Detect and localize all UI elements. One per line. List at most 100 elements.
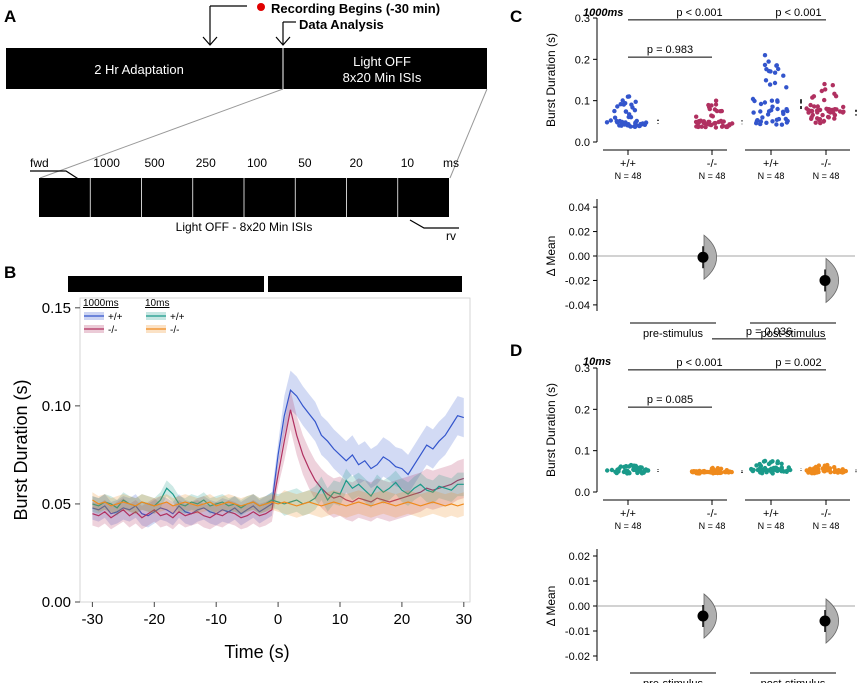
b-xtick-label: 20 <box>394 611 411 628</box>
swarm-point <box>817 107 823 113</box>
b-xtick-label: 30 <box>455 611 472 628</box>
delta-group-label: post-stimulus <box>761 678 826 683</box>
swarm-point <box>766 68 772 74</box>
swarm-point <box>808 466 813 472</box>
b-series-band <box>92 390 464 530</box>
group-n-label: N = 48 <box>699 521 726 531</box>
b-xlabel: Time (s) <box>224 642 289 662</box>
delta-distribution <box>703 234 717 281</box>
swarm-point <box>809 471 815 476</box>
swarm-point <box>763 78 769 83</box>
b-series-band <box>92 370 464 528</box>
swarm-point <box>703 124 708 130</box>
swarm-point <box>633 120 638 125</box>
swarm-point <box>825 114 831 120</box>
delta-ytick-label: -0.02 <box>565 275 590 287</box>
swarm-point <box>721 119 726 124</box>
swarm-point <box>772 70 778 75</box>
b-ytick-label: 0.05 <box>42 496 71 513</box>
swarm-point <box>712 107 718 112</box>
light-off-label-2: 8x20 Min ISIs <box>343 70 422 85</box>
group-n-label: N = 48 <box>813 171 840 181</box>
swarm-point <box>713 102 719 107</box>
delta-distribution <box>703 593 717 639</box>
panel-c-letter: C <box>510 7 522 26</box>
swarm-point <box>779 469 784 474</box>
swarm-point <box>625 94 631 99</box>
swarm-point <box>708 470 713 475</box>
swarm-ytick-label: 0.3 <box>575 13 590 25</box>
stimulus-gap <box>264 276 268 292</box>
legend-10-title: 10ms <box>145 298 169 309</box>
swarm-point <box>815 104 820 109</box>
swarm-point <box>694 114 699 119</box>
b-axes: 0.00 0.05 0.10 0.15 -30 -20 -10 0 10 20 30 <box>42 300 472 628</box>
swarm-point <box>762 53 768 58</box>
swarm-point <box>615 104 620 109</box>
group-label: +/+ <box>620 508 636 520</box>
swarm-point <box>702 121 707 126</box>
swarm-point <box>809 116 814 122</box>
group-label: -/- <box>707 158 718 170</box>
delta-mean-point <box>819 274 831 286</box>
swarm-point <box>816 463 822 468</box>
group-n-label: N = 48 <box>758 171 785 181</box>
isi-value-label: 100 <box>247 156 267 170</box>
swarm-point <box>767 82 773 87</box>
swarm-point <box>633 463 639 469</box>
swarm-point <box>775 106 780 112</box>
swarm-point <box>822 97 827 103</box>
b-xtick-label: 0 <box>274 611 282 628</box>
swarm-point <box>612 115 618 120</box>
zoom-line-left <box>39 88 284 179</box>
swarm-point <box>715 466 720 471</box>
swarm-point <box>774 63 779 68</box>
group-label: -/- <box>821 508 832 520</box>
swarm-point <box>781 73 786 78</box>
b-series-line <box>92 389 464 517</box>
delta-distribution <box>825 598 839 644</box>
swarm-point <box>726 470 731 475</box>
swarm-ytick-label: 0.2 <box>575 404 590 416</box>
swarm-ytick-label: 0.0 <box>575 487 590 499</box>
recording-arrow-head <box>202 36 218 46</box>
swarm-point <box>820 112 825 118</box>
swarm-point <box>781 111 786 117</box>
legend-ko-10-label: -/- <box>170 325 179 336</box>
swarm-point <box>713 98 719 103</box>
isi-value-label: 20 <box>350 156 364 170</box>
pvalue-label: p = 0.036 <box>746 326 792 338</box>
swarm-point <box>775 459 780 464</box>
panel-a-letter: A <box>4 7 16 26</box>
swarm-point <box>758 101 764 107</box>
swarm-point <box>751 110 756 115</box>
isi-value-label: 10 <box>401 156 415 170</box>
c-delta-plot: 0.04 0.02 0.00 -0.02 -0.04 Δ Mean pre-stimulus… <box>544 199 855 340</box>
swarm-point <box>717 469 723 474</box>
swarm-point <box>779 461 784 466</box>
swarm-point <box>642 468 647 473</box>
swarm-point <box>840 110 846 115</box>
swarm-point <box>828 107 833 113</box>
swarm-point <box>754 121 759 126</box>
panel-d: D 10ms 0.0 0.1 0.2 0.3 Burst Duration (s) +/+… <box>510 326 857 683</box>
swarm-point <box>637 465 642 470</box>
swarm-point <box>812 104 817 109</box>
b-xtick-label: -30 <box>82 611 104 628</box>
b-xtick-label: -10 <box>205 611 227 628</box>
swarm-point <box>770 104 775 109</box>
swarm-point <box>783 116 788 122</box>
swarm-point <box>766 109 772 114</box>
swarm-ytick-label: 0.1 <box>575 96 590 108</box>
swarm-point <box>766 59 771 64</box>
panel-b-letter: B <box>4 263 16 282</box>
panel-a: A Recording Begins (-30 min) Data Analys… <box>4 1 488 243</box>
swarm-point <box>638 121 643 127</box>
delta-ytick-label: 0.02 <box>569 551 590 563</box>
swarm-point <box>810 95 815 100</box>
isi-value-label: 50 <box>298 156 312 170</box>
timeline-bar <box>6 48 487 89</box>
swarm-point <box>696 119 702 124</box>
isi-labels: 1000 500 250 100 50 20 10 <box>93 156 414 170</box>
